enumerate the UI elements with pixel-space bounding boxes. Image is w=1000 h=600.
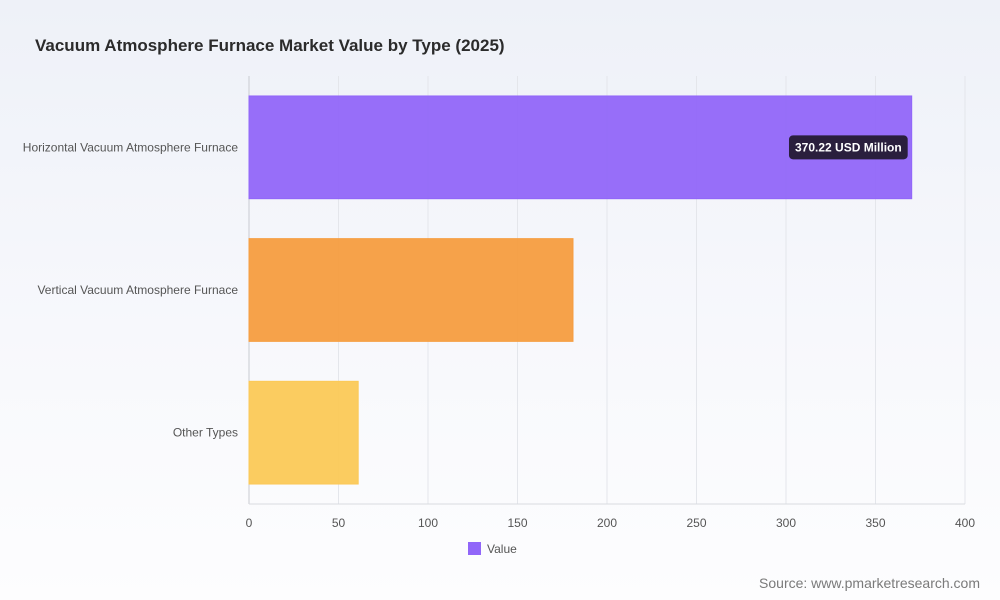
chart-title: Vacuum Atmosphere Furnace Market Value b… [35, 36, 505, 55]
tooltip-text: 370.22 USD Million [795, 140, 902, 154]
x-tick-label: 0 [246, 516, 253, 530]
value-tooltip: 370.22 USD Million [788, 135, 908, 160]
legend: Value [468, 542, 517, 556]
tooltip: 370.22 USD Million [788, 135, 908, 160]
y-category-label: Horizontal Vacuum Atmosphere Furnace [23, 140, 239, 154]
legend-label[interactable]: Value [487, 542, 517, 556]
x-tick-label: 350 [865, 516, 885, 530]
y-category-label: Vertical Vacuum Atmosphere Furnace [37, 283, 238, 297]
x-tick-label: 250 [686, 516, 706, 530]
x-tick-label: 200 [597, 516, 617, 530]
bar[interactable] [248, 380, 359, 485]
legend-swatch [468, 542, 481, 555]
y-category-label: Other Types [173, 426, 238, 440]
bars [248, 95, 913, 485]
x-tick-label: 50 [332, 516, 346, 530]
x-axis-ticks: 0 50 100 150 200 250 300 350 400 [246, 516, 976, 530]
x-tick-label: 100 [418, 516, 438, 530]
x-tick-label: 400 [955, 516, 975, 530]
x-tick-label: 150 [507, 516, 527, 530]
bar[interactable] [248, 238, 574, 342]
x-tick-label: 300 [776, 516, 796, 530]
source-note: Source: www.pmarketresearch.com [759, 575, 980, 591]
tooltip-box [788, 135, 908, 160]
y-axis-labels: Horizontal Vacuum Atmosphere Furnace Vert… [23, 140, 239, 439]
